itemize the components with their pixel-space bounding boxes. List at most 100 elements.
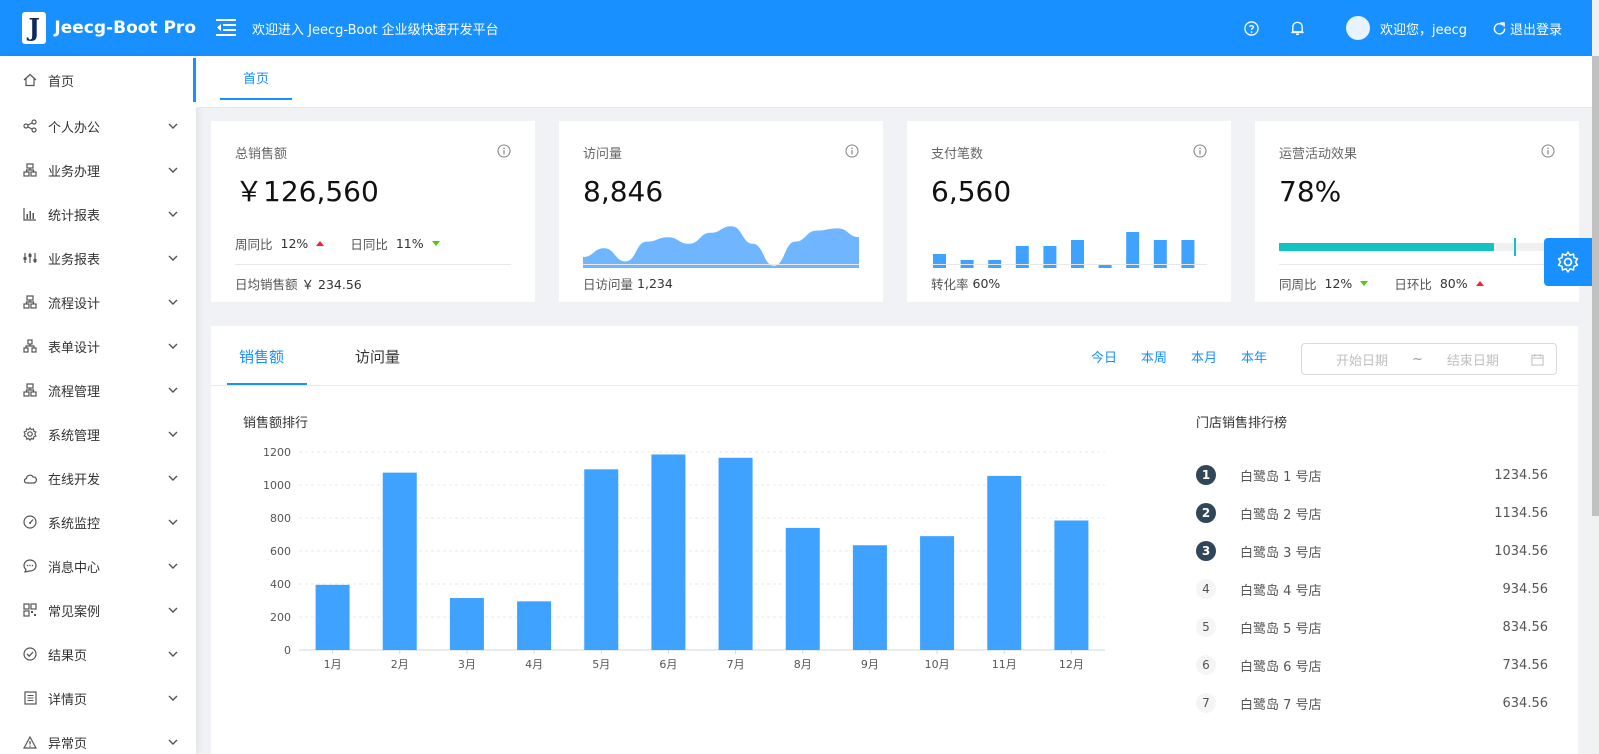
bell-icon[interactable] [1290,20,1306,36]
bar-5月[interactable] [584,469,619,650]
wow-label: 同周比 [1279,277,1317,292]
sidebar-item-process-manage[interactable]: 流程管理 [0,368,196,412]
chevron-down-icon [168,429,178,439]
bar-4月[interactable] [517,601,552,650]
logo[interactable]: J Jeecg-Boot Pro [0,0,196,56]
chevron-down-icon [168,517,178,527]
x-tick-label: 6月 [659,658,677,671]
sidebar-item-cases[interactable]: 常见案例 [0,588,196,632]
end-date-input[interactable]: 结束日期 [1446,353,1499,369]
logout-button[interactable]: 退出登录 [1493,19,1562,38]
sidebar-item-message-center[interactable]: 消息中心 [0,544,196,588]
bar-chart-icon [22,206,38,222]
sidebar-item-online-dev[interactable]: 在线开发 [0,456,196,500]
bar-1月[interactable] [315,584,350,650]
sidebar-item-home[interactable]: 首页 [0,56,196,104]
rank-value: 1134.56 [1494,505,1548,521]
bar-8月[interactable] [785,527,820,650]
sidebar-item-system-monitor[interactable]: 系统监控 [0,500,196,544]
dod-value: 80% [1439,276,1468,291]
card-payments: 支付笔数 6,560 转化率 60% [907,121,1231,302]
range-week[interactable]: 本周 [1141,350,1168,366]
footer-value: 60% [972,276,1001,291]
chevron-down-icon [168,561,178,571]
sidebar-item-label: 结果页 [48,648,88,664]
y-tick-label: 200 [270,611,291,624]
sidebar-item-exception[interactable]: 异常页 [0,720,196,754]
sidebar-item-system-manage[interactable]: 系统管理 [0,412,196,456]
info-circle-icon[interactable] [497,143,511,162]
range-today[interactable]: 今日 [1091,350,1118,366]
user-greeting[interactable]: 欢迎您，jeecg [1379,22,1467,38]
card-total-sales: 总销售额 ￥126,560 周同比 12% 日同比 11% 日均销售额 ￥ 23… [211,121,535,302]
logo-letter: J [28,13,40,42]
dod-value: 11% [395,236,424,251]
mini-bar [1098,264,1112,268]
card-footer: 日访问量 1,234 [583,264,859,302]
footer-label: 日均销售额 [235,277,298,292]
rank-store-name: 白鹭岛 6 号店 [1240,659,1322,675]
sidebar-item-detail[interactable]: 详情页 [0,676,196,720]
start-date-input[interactable]: 开始日期 [1336,353,1389,369]
mini-bar [1153,240,1167,268]
rank-list: 1 白鹭岛 1 号店 1234.56 2 白鹭岛 2 号店 1134.56 3 白鹭岛 3 号… [1196,456,1548,722]
payments-mini-bars [933,232,1195,268]
sidebar-item-form-design[interactable]: 表单设计 [0,324,196,368]
tab-sales[interactable]: 销售额 [239,347,285,366]
x-tick-label: 1月 [324,658,342,671]
bar-10月[interactable] [920,536,955,650]
tab-visits[interactable]: 访问量 [355,347,401,366]
x-tick-label: 8月 [794,658,812,671]
sidebar-item-statistics[interactable]: 统计报表 [0,192,196,236]
rank-store-name: 白鹭岛 5 号店 [1240,621,1322,637]
bar-6月[interactable] [651,454,686,650]
caret-up-icon [1475,281,1484,286]
menu-fold-icon[interactable] [216,18,236,39]
sidebar-item-process-design[interactable]: 流程设计 [0,280,196,324]
question-circle-icon[interactable] [1244,20,1260,36]
bar-12月[interactable] [1054,520,1089,650]
sidebar-item-result[interactable]: 结果页 [0,632,196,676]
info-circle-icon[interactable] [845,143,859,162]
wow-value: 12% [280,236,309,251]
chevron-down-icon [168,341,178,351]
range-year[interactable]: 本年 [1241,350,1268,366]
info-circle-icon[interactable] [1193,143,1207,162]
bar-9月[interactable] [852,545,887,650]
avatar[interactable] [1345,16,1370,40]
sidebar: 首页 个人办公 业务办理 统计报表 业务报表 流程设计 表单设计 流程管理 系统… [0,56,196,754]
info-circle-icon[interactable] [1541,143,1555,162]
logout-label: 退出登录 [1509,22,1562,38]
tab-home[interactable]: 首页 [220,56,292,100]
mini-bar [1043,246,1057,268]
progress-fill [1279,243,1495,251]
x-tick-label: 10月 [925,658,950,671]
bar-11月[interactable] [987,475,1022,650]
progress-bar [1279,238,1555,256]
sidebar-item-label: 表单设计 [48,340,101,356]
bar-3月[interactable] [449,598,484,650]
sidebar-item-personal-office[interactable]: 个人办公 [0,104,196,148]
sales-bar-chart: 0 200 400 600 800 1000 1200 1月 2月 3月 4月 5月 6月 7月 8月 9月 1… [263,446,1105,671]
date-range-picker[interactable]: 开始日期 ~ 结束日期 [1301,343,1557,375]
footer-label: 日访问量 [583,277,634,292]
sidebar-item-business[interactable]: 业务办理 [0,148,196,192]
trend-row: 周同比 12% 日同比 11% [235,212,511,253]
rank-title: 门店销售排行榜 [1196,416,1288,431]
warning-icon [22,734,38,750]
scrollbar[interactable] [1592,0,1599,754]
sidebar-item-label: 首页 [48,74,75,90]
bar-2月[interactable] [382,472,417,650]
card-title: 运营活动效果 [1279,147,1358,162]
rank-store-name: 白鹭岛 4 号店 [1240,583,1322,599]
chevron-down-icon [168,209,178,219]
rank-value: 734.56 [1502,657,1549,673]
bar-7月[interactable] [718,457,753,650]
sidebar-item-business-report[interactable]: 业务报表 [0,236,196,280]
rank-number: 2 [1196,503,1216,523]
settings-drawer-button[interactable] [1544,238,1592,286]
x-tick-label: 5月 [592,658,610,671]
scrollbar-thumb[interactable] [1592,56,1599,516]
cluster-icon [22,162,38,178]
range-month[interactable]: 本月 [1191,350,1218,366]
